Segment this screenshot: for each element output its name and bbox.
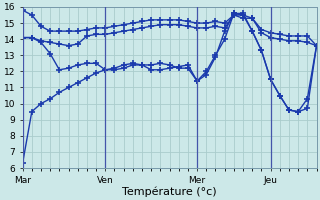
X-axis label: Température (°c): Température (°c) (122, 186, 217, 197)
